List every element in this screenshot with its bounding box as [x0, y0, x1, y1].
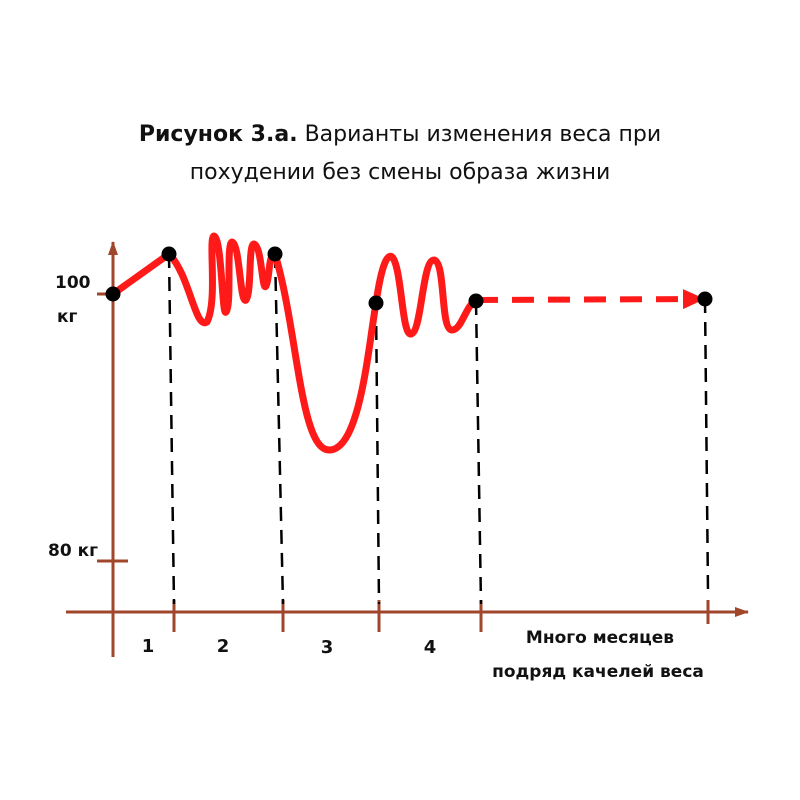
guide-1 — [167, 253, 176, 605]
y-tick-label-100-unit: кг — [57, 307, 78, 327]
x-tail-label-line-1: Много месяцев — [526, 628, 674, 648]
dashed-guides — [167, 253, 710, 605]
marker-4 — [468, 293, 484, 309]
data-markers — [105, 246, 713, 311]
guide-4 — [474, 300, 483, 605]
marker-start — [105, 286, 121, 302]
segment-label-1: 1 — [142, 636, 155, 657]
figure-caption-line-1: Варианты изменения веса при — [304, 122, 662, 147]
figure-caption-line-2: похудении без смены образа жизни — [189, 160, 611, 185]
weight-continuation — [475, 289, 705, 310]
guide-2 — [273, 253, 285, 605]
x-ticks — [172, 600, 710, 632]
marker-1 — [161, 246, 177, 262]
figure-number: Рисунок 3.а. — [138, 122, 298, 147]
segment-label-2: 2 — [217, 636, 230, 657]
marker-end — [697, 291, 713, 307]
guide-3 — [374, 302, 381, 605]
x-tail-label-line-2: подряд качелей веса — [492, 662, 704, 682]
figure-title: Рисунок 3.а. Варианты изменения веса при… — [0, 116, 800, 192]
segment-label-4: 4 — [424, 637, 437, 658]
segment-label-3: 3 — [321, 637, 334, 658]
guide-5 — [703, 298, 710, 593]
y-tick-label-100: 100 — [55, 273, 91, 293]
weight-curve — [109, 232, 480, 454]
marker-3 — [368, 295, 384, 311]
marker-2 — [267, 246, 283, 262]
y-tick-label-80: 80 кг — [48, 541, 98, 561]
